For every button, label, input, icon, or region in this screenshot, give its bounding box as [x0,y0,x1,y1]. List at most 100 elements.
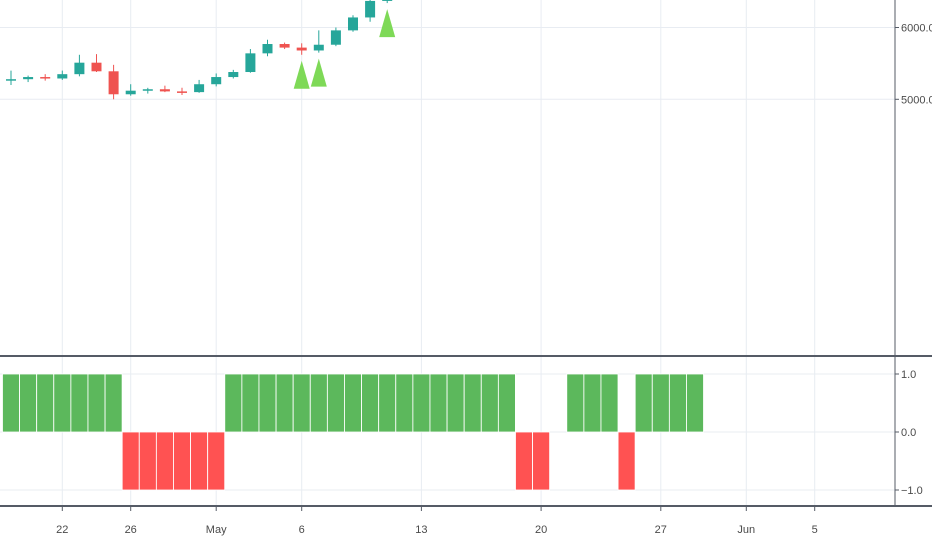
candle-body [108,71,119,95]
indicator-bar [669,373,687,433]
candle [6,70,16,85]
indicator-bar [19,373,38,433]
candle [74,54,85,77]
indicator-bar [275,373,294,433]
candle-body [211,77,222,85]
candle [228,69,239,79]
indicator-bar [155,431,174,491]
indicator-bar [241,373,260,433]
x-tick-label: 26 [125,524,137,536]
indicator-bar [497,373,516,433]
markers-layer [293,9,396,89]
x-tick-label: 5 [812,524,818,536]
x-tick-label: May [206,524,227,536]
x-tick-label: 22 [56,524,68,536]
indicator-bar [463,373,482,433]
indicator-bar [617,431,636,491]
indicator-bar [258,373,277,433]
x-tick-label: 27 [655,524,667,536]
indicator-bar [344,373,362,433]
candles-layer [6,0,393,100]
indicator-bar [138,431,157,491]
candle [330,27,341,47]
candle-body [194,84,205,93]
candle-body [313,44,324,51]
candle [91,54,102,73]
candle-body [382,0,393,1]
candle-body [279,44,290,48]
candle-body [177,91,187,93]
x-tick-label: 6 [299,524,305,536]
indicator-bar [566,373,585,433]
indicator-bar [207,431,226,491]
buy-signal-triangle [379,9,396,38]
candle [194,79,205,93]
indicator-y-tick-label: 0.0 [901,427,916,439]
candle [57,70,68,80]
grid-layer [0,0,895,505]
x-tick-label: Jun [737,524,755,536]
candle-body [296,47,307,51]
indicator-bar [53,373,72,433]
candle-body [57,74,68,79]
candle-body [365,0,376,18]
candle-body [125,90,136,95]
indicator-bar [583,373,602,433]
candle-body [330,30,341,45]
indicator-bar [173,431,191,491]
candle-body [40,77,51,79]
indicator-bar [326,373,345,433]
indicator-bar [224,373,243,433]
candle [348,15,358,32]
y-tick-label: 6000.0 [901,23,932,35]
indicator-bar [36,373,55,433]
candle-body [142,89,153,91]
indicator-y-tick-label: −1.0 [901,485,923,497]
y-tick-label: 5000.0 [901,94,932,106]
indicator-bar [651,373,670,433]
indicator-y-tick-label: 1.0 [901,369,916,381]
candle [177,87,187,95]
x-tick-label: 13 [415,524,427,536]
indicator-bar [686,373,704,433]
x-tick-label: 20 [535,524,547,536]
indicator-bar [292,373,311,433]
buy-signal-triangle [293,60,310,89]
indicator-bar [378,373,397,433]
candle [108,64,119,100]
candle-body [159,89,170,92]
candle-body [228,72,239,78]
indicator-bar [532,431,550,491]
indicator-bar [2,373,20,433]
candle-body [74,62,85,75]
indicator-bar [395,373,414,433]
indicator-bar [361,373,380,433]
indicator-bar [309,373,328,433]
indicator-bar [190,431,209,491]
candle [159,85,170,93]
indicator-bar [515,431,533,491]
indicator-bar [634,373,653,433]
candle-body [348,17,358,31]
indicator-bar [87,373,106,433]
indicator-bar [412,373,431,433]
indicator-bar [121,431,140,491]
axes-layer: 5000.06000.07000.08000.09000.01.00.0−1.0… [0,0,932,536]
candle-body [262,44,273,54]
candle-body [23,77,34,80]
candle-body [6,79,16,81]
candle [262,39,273,57]
indicator-bar [429,373,448,433]
candle [365,0,376,22]
indicator-layer [2,373,704,491]
indicator-bar [104,373,123,433]
candle-body [91,62,102,72]
indicator-bar [446,373,465,433]
candle [23,75,34,83]
candle [40,74,51,81]
candle [211,73,222,87]
candle [296,43,307,55]
candle [125,84,136,96]
